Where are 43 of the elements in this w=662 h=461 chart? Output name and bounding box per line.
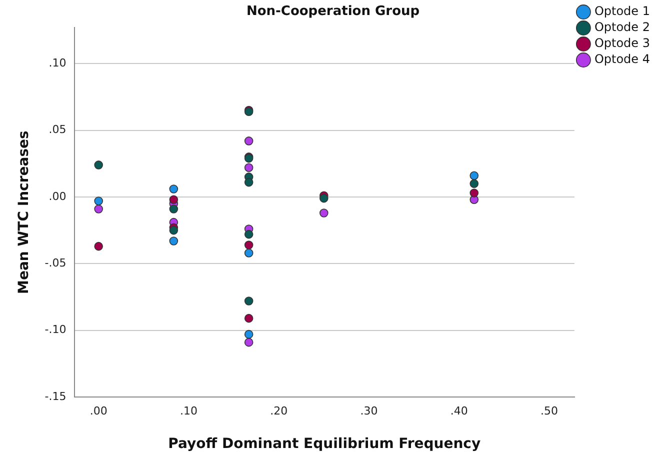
chart-title: Non-Cooperation Group: [246, 4, 420, 20]
legend-label: Optode 1: [594, 4, 650, 18]
point: [244, 296, 254, 306]
y-tick-label: .00: [48, 190, 66, 203]
x-tick-label: .00: [90, 404, 108, 418]
point: [244, 163, 254, 172]
point: [320, 208, 328, 218]
legend-label: Optode 4: [594, 52, 650, 66]
point: [244, 178, 254, 187]
y-tick-label: -.15: [44, 390, 66, 403]
point: [169, 204, 178, 214]
x-tick-label: .40: [450, 404, 468, 418]
point: [470, 171, 479, 180]
point: [94, 204, 103, 214]
point: [94, 160, 103, 170]
y-tick-label: -.05: [44, 256, 66, 270]
point: [244, 230, 254, 239]
point: [244, 136, 254, 146]
point: [94, 196, 103, 206]
point: [244, 248, 254, 258]
legend-label: Optode 2: [594, 20, 650, 34]
point: [244, 314, 254, 323]
point: [169, 226, 178, 235]
point: [169, 195, 178, 204]
x-axis-title: Payoff Dominant Equilibrium Frequency: [168, 436, 481, 452]
point: [244, 338, 254, 347]
point: [470, 179, 479, 188]
x-tick-label: .30: [360, 404, 378, 418]
point: [169, 236, 178, 246]
y-axis-title: Mean WTC Increases: [16, 130, 32, 294]
x-tick-label: .10: [180, 404, 198, 418]
y-tick-label: .10: [48, 56, 66, 70]
point: [94, 242, 103, 251]
legend-label: Optode 3: [594, 36, 650, 50]
point: [244, 330, 254, 339]
y-tick-label: .05: [48, 123, 66, 136]
x-tick-label: .20: [270, 404, 288, 418]
x-tick-label: .50: [540, 404, 558, 418]
point: [244, 240, 254, 250]
point: [320, 194, 328, 203]
point: [169, 184, 178, 194]
point: [470, 188, 479, 198]
y-tick-label: -.10: [44, 323, 66, 336]
